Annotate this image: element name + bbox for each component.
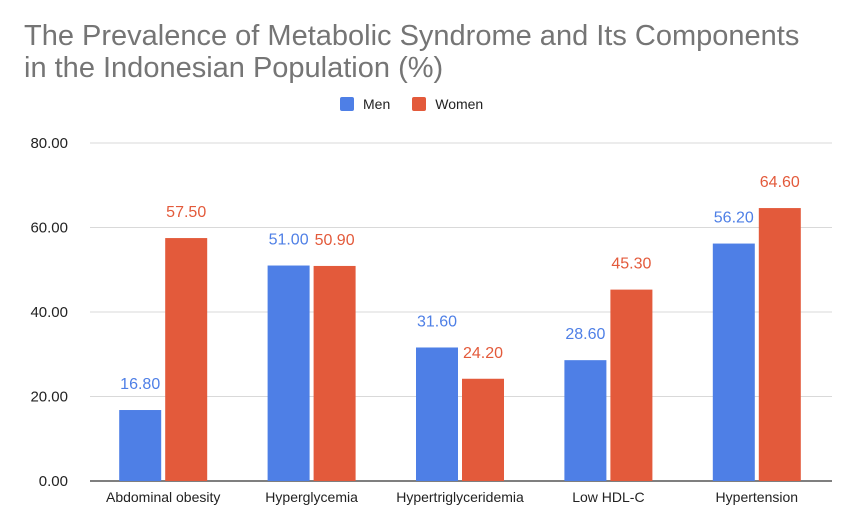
chart-title: The Prevalence of Metabolic Syndrome and… xyxy=(24,20,800,84)
y-tick-label: 60.00 xyxy=(30,220,68,237)
data-label-women: 64.60 xyxy=(760,174,800,191)
data-label-men: 31.60 xyxy=(417,313,457,330)
data-label-women: 24.20 xyxy=(463,345,503,362)
x-tick-label: Hypertension xyxy=(716,489,799,505)
legend-label-women: Women xyxy=(435,96,484,112)
bar-women xyxy=(462,378,504,481)
x-tick-label: Hyperglycemia xyxy=(265,489,358,505)
data-label-women: 45.30 xyxy=(611,256,651,273)
legend-swatch-women xyxy=(412,97,427,111)
y-tick-label: 40.00 xyxy=(30,304,68,321)
data-label-men: 28.60 xyxy=(565,326,605,343)
bar-women xyxy=(758,208,801,481)
data-label-men: 56.20 xyxy=(714,210,754,227)
legend-swatch-men xyxy=(340,97,354,111)
x-tick-label: Low HDL-C xyxy=(572,489,644,505)
bar-men xyxy=(416,347,458,481)
y-tick-label: 0.00 xyxy=(39,473,68,490)
bar-men xyxy=(712,243,755,481)
legend: Men Women xyxy=(340,96,505,112)
y-tick-label: 20.00 xyxy=(30,389,68,406)
legend-item-men[interactable]: Men xyxy=(340,96,390,112)
legend-item-women[interactable]: Women xyxy=(412,96,483,112)
bar-women xyxy=(165,238,208,481)
data-label-men: 16.80 xyxy=(120,376,160,393)
bar-women xyxy=(313,265,356,481)
bar-men xyxy=(119,410,162,481)
x-tick-label: Hypertriglyceridemia xyxy=(396,489,524,505)
legend-label-men: Men xyxy=(363,96,391,112)
y-tick-label: 80.00 xyxy=(30,135,68,152)
bar-men xyxy=(564,360,607,481)
x-tick-label: Abdominal obesity xyxy=(106,489,220,505)
data-label-women: 57.50 xyxy=(166,204,206,221)
bar-men xyxy=(267,265,310,481)
data-label-women: 50.90 xyxy=(315,232,355,249)
data-label-men: 51.00 xyxy=(269,232,309,249)
bar-women xyxy=(610,289,653,481)
